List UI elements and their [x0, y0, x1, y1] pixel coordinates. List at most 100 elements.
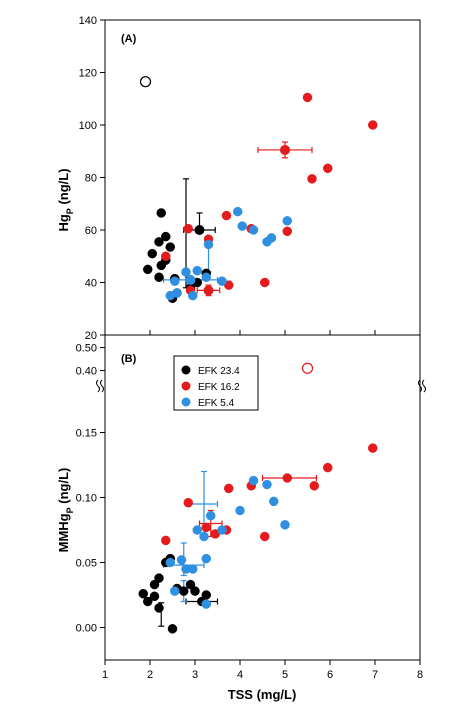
x-tick-labels: 1 2 3 4 5 6 7 8 — [102, 669, 423, 681]
panel-a-point-efk-5-4 — [266, 233, 277, 243]
panel-a-point-efk-5-4 — [203, 239, 214, 250]
panel-a-point-efk-16-2 — [323, 163, 333, 174]
legend-label: EFK 23.4 — [198, 366, 240, 377]
panel-a-y-axis-title-main: Hg — [56, 214, 71, 231]
legend-entries: EFK 23.4 EFK 16.2 EFK 5.4 — [181, 365, 240, 409]
panel-b-point-efk-16-2 — [282, 473, 292, 483]
panel-b-point-efk-5-4 — [269, 496, 279, 507]
panel-b-point-efk-5-4 — [262, 479, 272, 490]
panel-a-point-efk-23-4 — [147, 248, 157, 259]
x-tick-label: 8 — [417, 669, 423, 681]
panel-b-y-tick-label: 0.10 — [76, 493, 97, 505]
panel-a-mean-point — [280, 144, 290, 155]
panel-a-x-ticks — [104, 330, 421, 335]
panel-a-frame — [104, 19, 421, 336]
panel-a-y-tick-label: 60 — [85, 225, 97, 237]
panel-b-point-efk-16-2 — [183, 497, 193, 508]
panel-b-y-ticks: 0.00 0.05 0.10 0.15 — [76, 428, 105, 635]
legend-marker — [181, 397, 191, 407]
panel-a-point-efk-5-4 — [248, 225, 259, 235]
panel-b-point-efk-23-4 — [167, 624, 178, 634]
panel-b-point-efk-16-2 — [368, 443, 378, 453]
panel-b-point-efk-23-4 — [190, 586, 200, 596]
panel-b-upper-y-tick-label: 0.40 — [76, 366, 97, 378]
panel-b-y-axis-title-main: MMHg — [56, 513, 71, 552]
panel-b-y-axis-title-tail: (ng/L) — [56, 468, 71, 508]
legend-marker — [181, 381, 191, 391]
panel-a-point-efk-23-4 — [154, 272, 164, 282]
panel-a-y-ticks: 20 40 60 80 100 120 140 — [79, 15, 105, 342]
panel-b-error-bars — [158, 470, 318, 627]
panel-b-point-efk-5-4 — [235, 505, 245, 516]
panel-a-point-efk-5-4 — [282, 216, 292, 226]
panel-a-point-efk-16-2 — [307, 174, 317, 184]
panel-b-point-efk-23-4 — [143, 596, 153, 607]
panel-a-point-efk-5-4 — [165, 290, 175, 301]
panel-a-point-efk-23-4 — [143, 264, 153, 275]
panel-a-point-efk-23-4 — [154, 237, 164, 247]
panel-a-point-efk-5-4 — [201, 272, 211, 282]
panel-b-point-efk-5-4 — [176, 555, 187, 565]
x-axis-title: TSS (mg/L) — [228, 687, 297, 702]
x-tick-label: 2 — [147, 669, 153, 681]
panel-b-point-efk-16-2 — [201, 522, 211, 533]
panel-a-y-axis-title-tail: (ng/L) — [56, 168, 71, 208]
panel-a-y-tick-label: 40 — [85, 278, 97, 290]
panel-a-label: (A) — [121, 33, 137, 45]
x-tick-label: 4 — [237, 669, 243, 681]
panel-a-point-efk-5-4 — [237, 221, 247, 231]
panel-b-point-efk-5-4 — [199, 531, 209, 542]
panel-b-y-tick-label: 0.05 — [76, 558, 97, 570]
panel-a-mean-point — [185, 274, 196, 285]
panel-b-point-efk-23-4 — [179, 586, 189, 596]
panel-b-point-efk-5-4 — [206, 510, 216, 521]
panel-b-y-axis-title-sub: P — [65, 507, 75, 513]
x-tick-label: 3 — [192, 669, 198, 681]
panel-b-frame — [104, 334, 421, 661]
panel-b-point-efk-5-4 — [188, 564, 198, 574]
panel-b-point-efk-23-4 — [149, 579, 160, 590]
panel-a-point-efk-16-2 — [161, 251, 171, 261]
x-tick-label: 1 — [102, 669, 108, 681]
panel-a-y-axis-title: HgP (ng/L) — [56, 168, 75, 231]
legend-label: EFK 5.4 — [198, 398, 235, 409]
panel-a-mean-point — [203, 285, 214, 296]
panel-b-label: (B) — [121, 353, 137, 365]
panel-a-outlier-point — [139, 76, 152, 88]
panel-b-point-efk-5-4 — [217, 525, 227, 535]
panel-b-points — [138, 362, 378, 634]
panel-b-point-efk-23-4 — [149, 591, 160, 602]
legend: EFK 23.4 EFK 16.2 EFK 5.4 — [173, 355, 259, 411]
panel-b-point-efk-5-4 — [280, 520, 290, 530]
panel-b-point-efk-5-4 — [165, 557, 175, 568]
panel-b-y-tick-label: 0.00 — [76, 623, 97, 635]
x-tick-label: 6 — [327, 669, 333, 681]
panel-b-point-efk-16-2 — [224, 483, 234, 494]
panel-b: (B) 0.00 0.05 0.10 0.15 0.40 0.50 MMHgP (ng/… — [56, 334, 426, 665]
panel-a-y-tick-label: 80 — [85, 173, 97, 185]
panel-a-point-efk-16-2 — [183, 223, 193, 234]
panel-a-point-efk-23-4 — [161, 231, 171, 242]
panel-a-mean-point — [194, 225, 205, 235]
panel-b-point-efk-5-4 — [248, 475, 259, 486]
panel-b-upper-y-tick-label: 0.50 — [76, 343, 97, 355]
panel-a-y-tick-label: 120 — [79, 68, 97, 80]
panel-b-point-efk-5-4 — [201, 599, 211, 609]
legend-marker — [181, 365, 191, 375]
panel-a-point-efk-5-4 — [170, 276, 180, 286]
panel-a-y-axis-title-sub: P — [65, 208, 75, 214]
panel-b-upper-y-ticks: 0.40 0.50 — [76, 343, 105, 378]
panel-b-y-tick-label: 0.15 — [76, 428, 97, 440]
panel-a: (A) 20 40 60 80 100 120 140 HgP (ng/L) — [56, 15, 421, 342]
panel-a-points — [139, 76, 378, 303]
panel-b-point-efk-16-2 — [161, 535, 171, 546]
panel-a-point-efk-5-4 — [192, 265, 202, 276]
panel-b-point-efk-5-4 — [170, 586, 180, 596]
panel-a-point-efk-16-2 — [221, 210, 232, 221]
panel-a-point-efk-5-4 — [181, 267, 191, 277]
panel-a-y-tick-label: 20 — [85, 330, 97, 342]
panel-b-point-efk-16-2 — [323, 462, 333, 473]
axis-break-left — [96, 379, 104, 393]
panel-b-point-efk-23-4 — [185, 579, 196, 590]
